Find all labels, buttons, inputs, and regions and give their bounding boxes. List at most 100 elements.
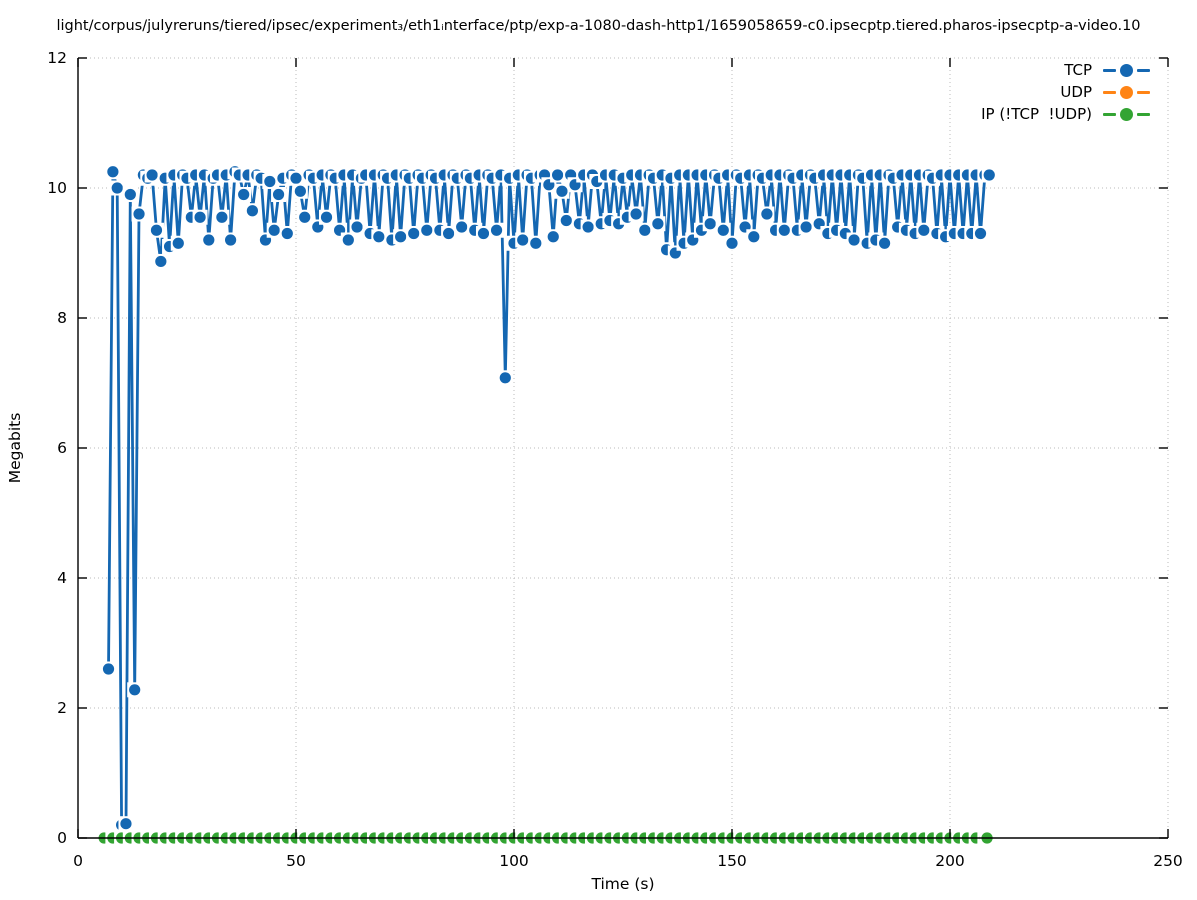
data-point (490, 224, 503, 236)
y-tick-label: 4 (57, 569, 67, 587)
data-point (983, 169, 995, 181)
axes (77, 57, 1169, 839)
data-point (704, 218, 716, 230)
y-axis-title: Megabits (6, 413, 24, 484)
data-point (299, 211, 311, 223)
data-point (351, 221, 363, 233)
data-point (974, 227, 987, 240)
y-tick-label: 0 (57, 829, 67, 847)
x-tick-label: 0 (73, 852, 83, 870)
data-point (800, 221, 812, 233)
data-point (778, 224, 790, 236)
data-point (395, 231, 407, 243)
legend-label-tcp: TCP (1064, 61, 1092, 79)
data-point (216, 211, 228, 223)
data-point (155, 255, 167, 268)
data-point (373, 231, 385, 243)
legend-dash-icon (1136, 112, 1150, 116)
data-point (238, 188, 250, 201)
data-point (918, 224, 930, 236)
data-point (443, 227, 455, 240)
legend-dot-icon (1119, 85, 1133, 99)
data-series (96, 164, 997, 846)
x-tick-label: 50 (286, 852, 306, 870)
legend-marker-udp (1102, 85, 1150, 99)
data-point (552, 169, 564, 181)
series-tcp (101, 164, 997, 833)
x-tick-label: 250 (1153, 852, 1183, 870)
data-point (290, 172, 302, 184)
data-point (246, 205, 258, 217)
y-tick-label: 8 (57, 309, 67, 327)
data-point (264, 175, 276, 188)
data-point (120, 818, 132, 830)
data-point (630, 208, 642, 220)
data-point (639, 224, 651, 236)
y-tick-label: 2 (57, 699, 67, 717)
legend-row-udp: UDP (1060, 83, 1150, 101)
x-tick-label: 100 (499, 852, 529, 870)
legend-marker-tcp (1102, 63, 1150, 77)
legend: TCP UDP IP (!TCP !UDP) (981, 61, 1150, 123)
data-point (748, 231, 760, 243)
legend-dash-icon (1102, 90, 1116, 94)
series-line (107, 169, 990, 827)
legend-dash-icon (1136, 68, 1150, 72)
data-point (556, 185, 568, 197)
legend-dot-icon (1119, 63, 1133, 77)
data-point (342, 234, 354, 246)
data-point (726, 237, 738, 249)
data-point (456, 221, 468, 233)
data-point (499, 372, 511, 384)
data-point (547, 231, 559, 243)
data-point (408, 227, 420, 240)
data-point (203, 234, 215, 246)
legend-dash-icon (1102, 112, 1116, 116)
data-point (530, 237, 542, 249)
data-point (717, 224, 729, 236)
legend-row-tcp: TCP (1064, 61, 1150, 79)
data-point (194, 211, 206, 223)
data-point (879, 237, 891, 249)
data-point (477, 227, 490, 240)
y-tick-label: 10 (47, 179, 67, 197)
data-point (102, 663, 115, 675)
data-point (281, 227, 293, 240)
data-point (272, 188, 285, 201)
legend-dash-icon (1136, 90, 1150, 94)
legend-marker-ip (1102, 107, 1150, 121)
data-point (146, 169, 158, 181)
data-point (268, 224, 280, 236)
chart-title: light/corpus/julyreruns/tiered/ipsec/exp… (56, 18, 1141, 34)
legend-label-udp: UDP (1060, 83, 1092, 101)
y-tick-label: 6 (57, 439, 67, 457)
data-point (225, 234, 237, 246)
data-point (421, 224, 433, 236)
data-point (652, 218, 664, 230)
data-point (172, 237, 184, 249)
data-point (848, 234, 860, 246)
y-tick-label: 12 (47, 49, 67, 67)
legend-label-ip: IP (!TCP !UDP) (981, 105, 1092, 123)
data-point (124, 188, 136, 201)
x-tick-label: 150 (717, 852, 747, 870)
x-axis-title: Time (s) (590, 875, 654, 893)
x-tick-label: 200 (935, 852, 965, 870)
data-point (582, 221, 594, 233)
data-point (150, 224, 163, 236)
data-point (129, 684, 141, 696)
data-point (107, 166, 119, 178)
data-point (133, 208, 145, 220)
legend-dash-icon (1102, 68, 1116, 72)
legend-row-ip: IP (!TCP !UDP) (981, 105, 1150, 123)
data-point (517, 234, 529, 246)
data-point (294, 185, 306, 197)
data-point (320, 211, 333, 223)
legend-dot-icon (1119, 107, 1133, 121)
axis-labels: 0 50 100 150 200 250 0 2 4 6 8 10 12 Time (s) Megabits (6, 49, 1183, 893)
data-point (560, 214, 572, 227)
data-point (761, 208, 773, 220)
data-point (111, 182, 123, 194)
